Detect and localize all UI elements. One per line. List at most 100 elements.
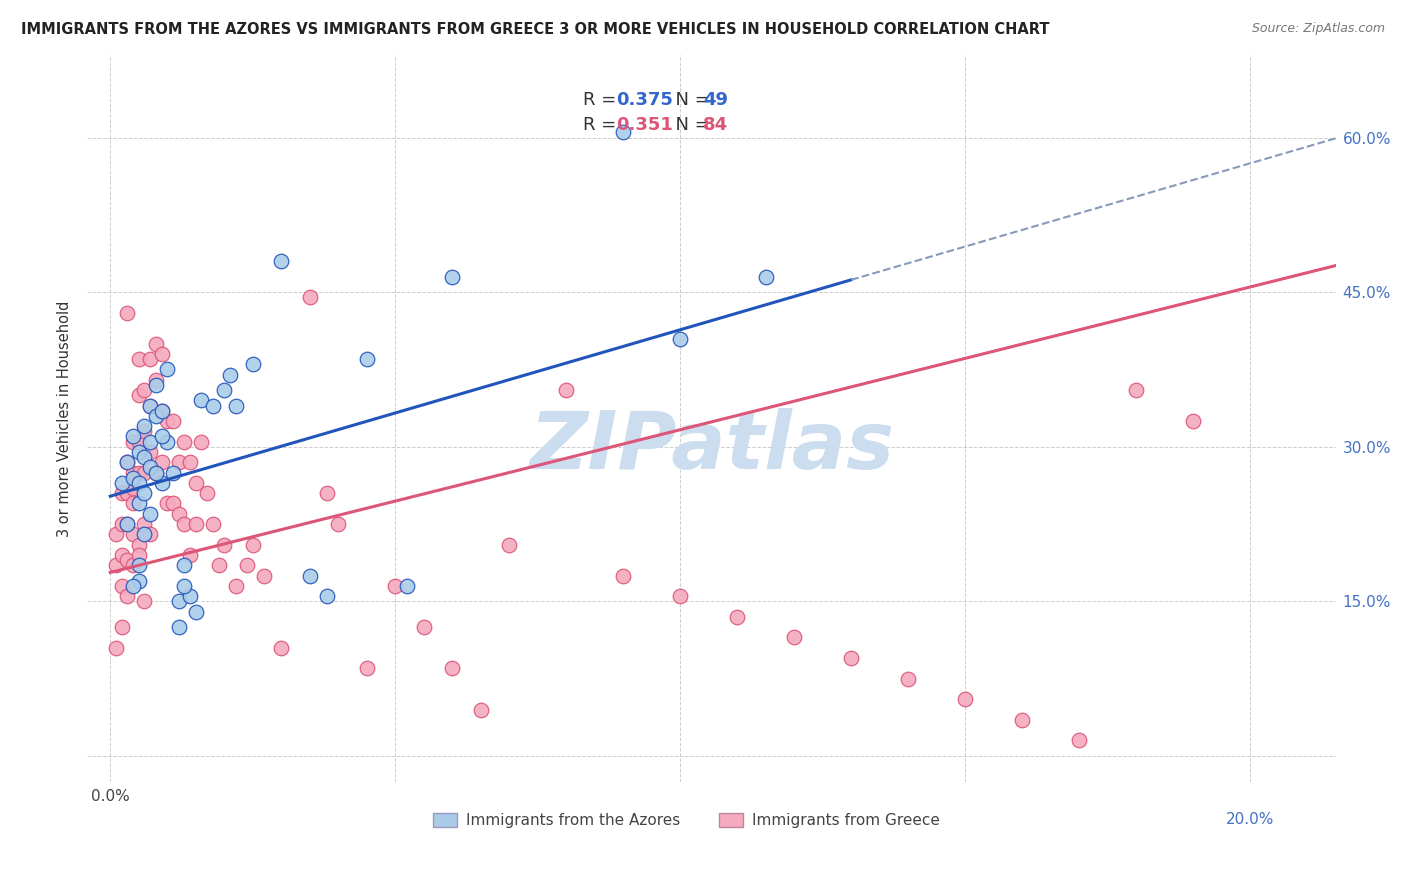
Point <box>111 486 134 500</box>
Point <box>122 579 145 593</box>
Point <box>139 352 162 367</box>
Text: R =: R = <box>583 91 623 109</box>
Point <box>356 352 378 367</box>
Point <box>201 399 224 413</box>
Point <box>139 460 162 475</box>
Text: 49: 49 <box>703 91 728 109</box>
Point <box>117 553 139 567</box>
Text: R =: R = <box>583 116 623 134</box>
Point <box>555 383 578 397</box>
Point <box>167 594 190 608</box>
Point <box>412 620 434 634</box>
Point <box>128 574 150 588</box>
Point <box>134 486 156 500</box>
Point <box>122 434 145 449</box>
Point <box>1182 414 1205 428</box>
Point <box>145 336 167 351</box>
Point <box>236 558 259 573</box>
Point <box>128 388 150 402</box>
Point <box>395 579 418 593</box>
Point <box>122 527 145 541</box>
Point <box>134 419 156 434</box>
Point <box>156 362 179 376</box>
Point <box>225 399 247 413</box>
Point <box>470 702 492 716</box>
Point <box>156 414 179 428</box>
Point <box>128 538 150 552</box>
Point <box>270 640 292 655</box>
Point <box>384 579 406 593</box>
Point <box>207 558 229 573</box>
Point <box>122 558 145 573</box>
Point <box>173 558 195 573</box>
Point <box>783 631 806 645</box>
Point <box>122 429 145 443</box>
Text: Source: ZipAtlas.com: Source: ZipAtlas.com <box>1251 22 1385 36</box>
Point <box>328 516 350 531</box>
Point <box>139 434 162 449</box>
Point <box>1125 383 1147 397</box>
Point <box>162 414 184 428</box>
Text: 0.351: 0.351 <box>616 116 672 134</box>
Point <box>212 538 235 552</box>
Point <box>145 466 167 480</box>
Point <box>150 403 173 417</box>
Point <box>134 383 156 397</box>
Point <box>725 609 748 624</box>
Text: 20.0%: 20.0% <box>1226 813 1274 827</box>
Y-axis label: 3 or more Vehicles in Household: 3 or more Vehicles in Household <box>58 301 72 537</box>
Point <box>117 516 139 531</box>
Point <box>145 466 167 480</box>
Point <box>111 579 134 593</box>
Point <box>139 399 162 413</box>
Point <box>150 429 173 443</box>
Point <box>111 475 134 490</box>
Point <box>134 450 156 464</box>
Point <box>128 496 150 510</box>
Point <box>441 661 464 675</box>
Point <box>242 357 264 371</box>
Point <box>755 269 778 284</box>
Point <box>145 373 167 387</box>
Point <box>315 486 337 500</box>
Point <box>190 393 212 408</box>
Point <box>441 269 464 284</box>
Point <box>111 548 134 562</box>
Point <box>139 527 162 541</box>
Point <box>242 538 264 552</box>
Point <box>270 254 292 268</box>
Point <box>184 516 207 531</box>
Point <box>150 455 173 469</box>
Point <box>128 434 150 449</box>
Point <box>953 692 976 706</box>
Point <box>150 347 173 361</box>
Point <box>104 527 127 541</box>
Point <box>128 466 150 480</box>
Point <box>134 594 156 608</box>
Point <box>498 538 520 552</box>
Point <box>162 466 184 480</box>
Point <box>669 589 692 603</box>
Point <box>150 403 173 417</box>
Point <box>195 486 218 500</box>
Point <box>150 475 173 490</box>
Point <box>117 455 139 469</box>
Point <box>167 620 190 634</box>
Point <box>117 516 139 531</box>
Point <box>184 605 207 619</box>
Text: N =: N = <box>664 91 716 109</box>
Point <box>104 640 127 655</box>
Point <box>173 434 195 449</box>
Point <box>117 455 139 469</box>
Point <box>201 516 224 531</box>
Point <box>128 558 150 573</box>
Point <box>122 496 145 510</box>
Point <box>128 445 150 459</box>
Point <box>156 434 179 449</box>
Point <box>219 368 242 382</box>
Point <box>184 475 207 490</box>
Point <box>117 486 139 500</box>
Text: 0.375: 0.375 <box>616 91 672 109</box>
Point <box>134 527 156 541</box>
Point <box>122 470 145 484</box>
